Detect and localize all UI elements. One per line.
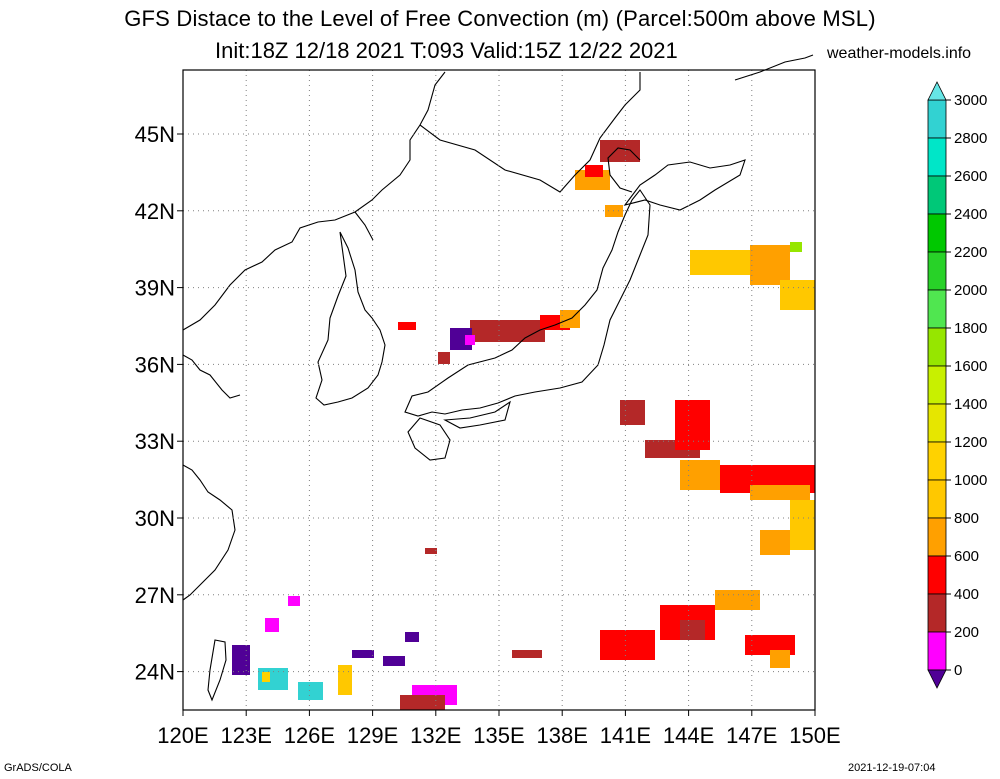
lon-tick-label: 120E <box>157 723 208 748</box>
lat-tick-label: 45N <box>135 122 175 147</box>
footer-software: GrADS/COLA <box>4 762 72 774</box>
colorbar-label: 2200 <box>954 244 987 261</box>
colorbar-segment <box>927 175 947 215</box>
colorbar-label: 0 <box>954 662 962 679</box>
lfc-field <box>232 140 815 710</box>
colorbar-label: 2600 <box>954 168 987 185</box>
lon-tick-label: 126E <box>284 723 335 748</box>
colorbar-label: 1800 <box>954 320 987 337</box>
site-credit: weather-models.info <box>827 45 972 62</box>
colorbar-label: 400 <box>954 586 979 603</box>
colorbar-label: 2800 <box>954 130 987 147</box>
lon-tick-label: 144E <box>663 723 714 748</box>
colorbar-segment <box>927 251 947 291</box>
chart-title: GFS Distace to the Level of Free Convect… <box>124 6 876 31</box>
lon-tick-label: 132E <box>410 723 461 748</box>
chart-subtitle: Init:18Z 12/18 2021 T:093 Valid:15Z 12/2… <box>215 38 678 63</box>
lat-tick-label: 42N <box>135 199 175 224</box>
lon-tick-label: 123E <box>221 723 272 748</box>
colorbar-segment <box>927 289 947 329</box>
lat-tick-label: 36N <box>135 352 175 377</box>
colorbar-label: 2000 <box>954 282 987 299</box>
colorbar-segment <box>927 137 947 177</box>
lat-tick-label: 27N <box>135 583 175 608</box>
colorbar-segment <box>927 593 947 633</box>
lat-tick-label: 39N <box>135 276 175 301</box>
longitude-axis: 120E 123E 126E 129E 132E 135E 138E 141E 144E 147E… <box>157 710 841 748</box>
colorbar-segment <box>927 555 947 595</box>
lat-tick-label: 30N <box>135 506 175 531</box>
colorbar-label: 1600 <box>954 358 987 375</box>
colorbar-segment <box>927 403 947 443</box>
colorbar-label: 3000 <box>954 92 987 109</box>
lon-tick-label: 138E <box>537 723 588 748</box>
colorbar-label: 600 <box>954 548 979 565</box>
lon-tick-label: 135E <box>473 723 524 748</box>
colorbar-segment <box>927 99 947 139</box>
footer-timestamp: 2021-12-19-07:04 <box>848 762 936 774</box>
coastlines <box>182 54 814 702</box>
colorbar: 3000280026002400220020001800160014001200… <box>927 81 987 689</box>
colorbar-label: 2400 <box>954 206 987 223</box>
colorbar-label: 200 <box>954 624 979 641</box>
colorbar-segment <box>927 365 947 405</box>
colorbar-segment <box>927 517 947 557</box>
latitude-axis: 45N 42N 39N 36N 33N 30N 27N 24N <box>135 122 183 685</box>
colorbar-segment <box>927 213 947 253</box>
colorbar-label: 800 <box>954 510 979 527</box>
colorbar-segment <box>927 441 947 481</box>
colorbar-segment <box>927 327 947 367</box>
colorbar-label: 1000 <box>954 472 987 489</box>
colorbar-segment <box>927 479 947 519</box>
colorbar-label: 1200 <box>954 434 987 451</box>
lat-tick-label: 33N <box>135 429 175 454</box>
lon-tick-label: 129E <box>347 723 398 748</box>
lat-tick-label: 24N <box>135 660 175 685</box>
colorbar-top-arrow <box>927 81 947 101</box>
colorbar-segment <box>927 631 947 671</box>
colorbar-bottom-arrow <box>927 669 947 689</box>
colorbar-label: 1400 <box>954 396 987 413</box>
lon-tick-label: 141E <box>600 723 651 748</box>
lon-tick-label: 147E <box>726 723 777 748</box>
lon-tick-label: 150E <box>789 723 840 748</box>
